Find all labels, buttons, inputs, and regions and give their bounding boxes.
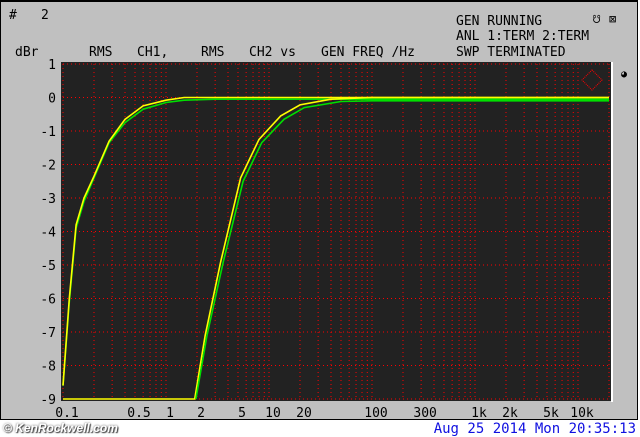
x-tick-label: 0.1 [55, 406, 78, 421]
y-tick-label: -2 [40, 159, 56, 174]
status-line-generator: GEN RUNNING [456, 14, 543, 29]
generator-icon: ☋ [593, 12, 601, 26]
trace-number-label: # [9, 8, 17, 23]
y-tick-label: -8 [40, 360, 56, 375]
y-tick-label: -6 [40, 293, 56, 308]
x-tick-label: 20 [296, 406, 312, 421]
x-tick-label: 0.5 [127, 406, 150, 421]
status-line-analyzer: ANL 1:TERM 2:TERM [456, 29, 590, 44]
series-line [195, 100, 609, 400]
x-tick-label: 5 [238, 406, 246, 421]
frequency-response-plot: 10-1-2-3-4-5-6-7-8-90.1 0.5 1 2 5 10 20 100 300 1… [40, 58, 613, 421]
x-tick-label: 2 [197, 406, 205, 421]
x-tick-label: 1 [166, 406, 174, 421]
x-tick-label: 10k [570, 406, 594, 421]
y-tick-label: -9 [40, 393, 56, 408]
y-tick-label: 1 [48, 58, 56, 73]
y-tick-label: -1 [40, 125, 56, 140]
chart-title-part: RMS [201, 45, 225, 60]
timestamp: Aug 25 2014 Mon 20:35:13 [433, 421, 636, 437]
chart-title-part: RMS [89, 45, 113, 60]
chart-title-part: GEN FREQ /Hz [321, 45, 415, 60]
speaker-muted-icon: ⊠ [609, 12, 617, 26]
analyzer-screen: # 2 GEN RUNNING ANL 1:TERM 2:TERM SWP TE… [0, 0, 638, 421]
y-axis-label: dBr [15, 45, 39, 60]
x-tick-label: 1k [471, 406, 487, 421]
status-line-sweep: SWP TERMINATED [456, 45, 566, 60]
series-line [63, 96, 609, 400]
y-tick-label: -3 [40, 192, 56, 207]
x-tick-label: 100 [364, 406, 387, 421]
y-tick-label: -4 [40, 226, 56, 241]
y-tick-label: -5 [40, 259, 56, 274]
x-tick-label: 300 [413, 406, 436, 421]
chart-title-part: CH2 vs [249, 45, 296, 60]
y-tick-label: -7 [40, 326, 56, 341]
x-tick-label: 2k [502, 406, 518, 421]
rs-logo [581, 69, 603, 91]
series-line [62, 96, 609, 386]
x-tick-label: 5k [543, 406, 559, 421]
chart-title-part: CH1, [137, 45, 169, 60]
trace-number-value: 2 [41, 8, 49, 23]
x-tick-label: 10 [265, 406, 281, 421]
knob-icon: ◕ [621, 69, 628, 80]
y-tick-label: 0 [48, 92, 56, 107]
copyright-watermark: © KenRockwell.com [3, 421, 118, 435]
